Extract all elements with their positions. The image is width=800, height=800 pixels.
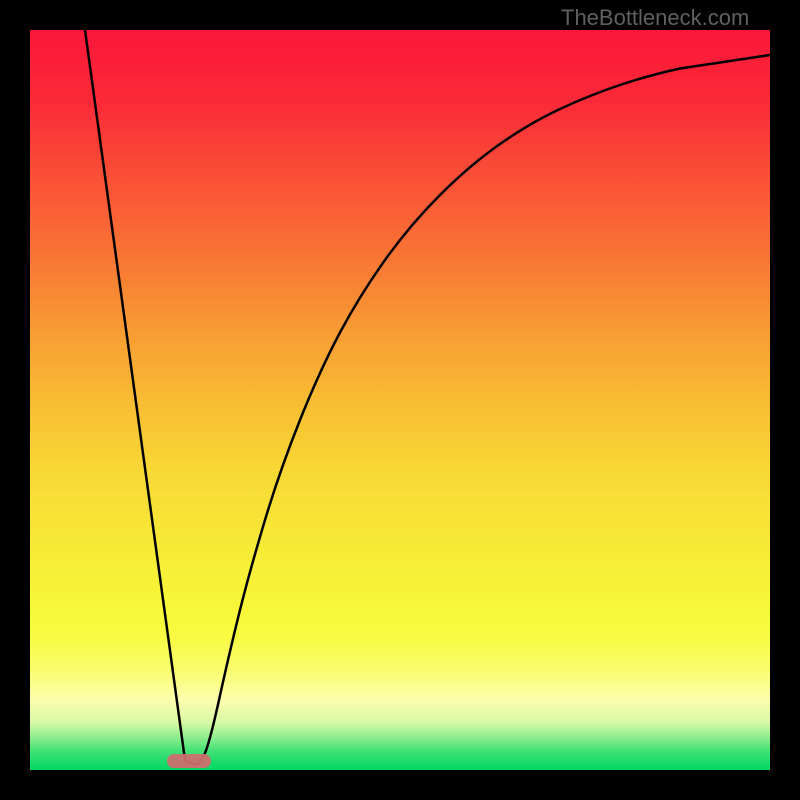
optimal-marker (167, 754, 211, 768)
chart-frame: TheBottleneck.com (0, 0, 800, 800)
gradient-background (30, 30, 770, 770)
frame-border-bottom (0, 770, 800, 800)
plot-area (30, 30, 770, 770)
frame-border-left (0, 0, 30, 800)
frame-border-right (770, 0, 800, 800)
watermark-text: TheBottleneck.com (561, 5, 749, 31)
